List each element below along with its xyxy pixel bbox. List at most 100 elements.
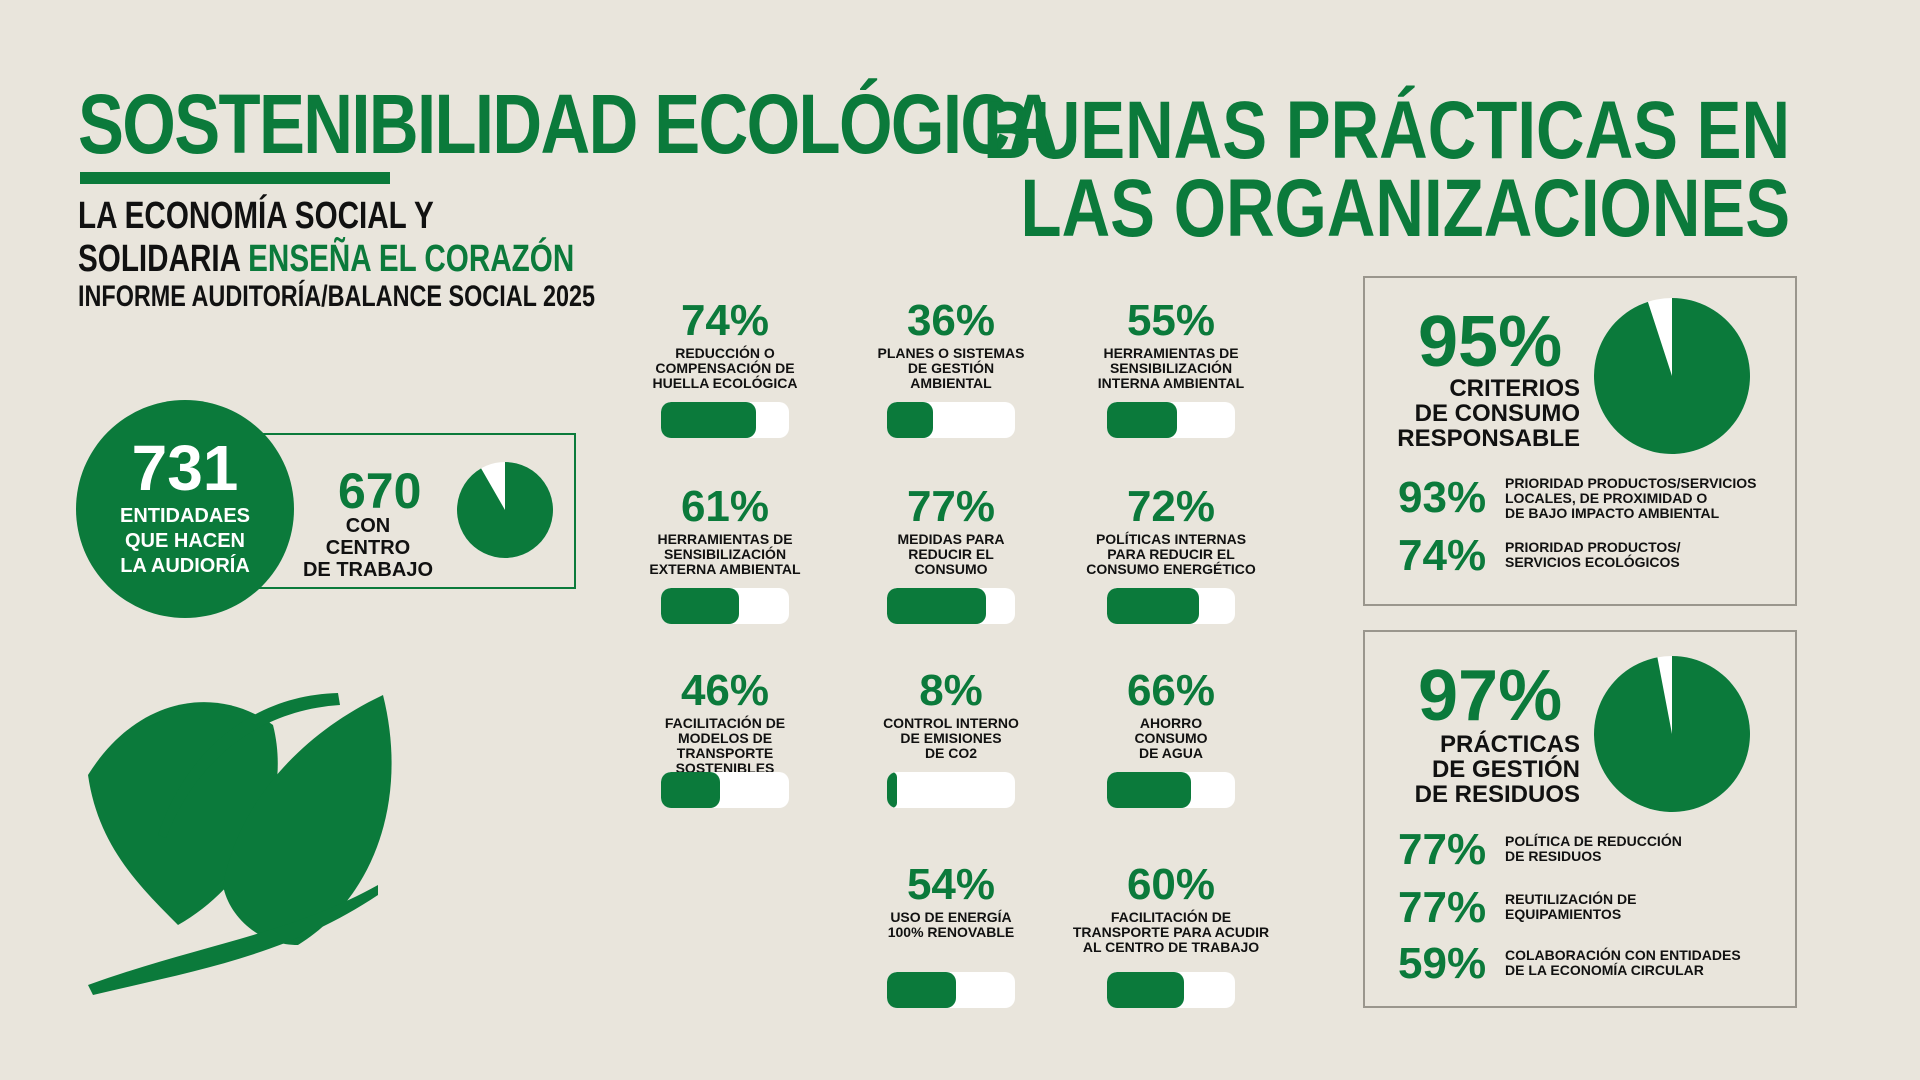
subtitle-line-1: LA ECONOMÍA SOCIAL Y bbox=[78, 195, 434, 237]
residuos-percent: 97% bbox=[1418, 656, 1563, 736]
stat-progress-fill bbox=[887, 402, 934, 438]
stat-progress-bar bbox=[1107, 972, 1235, 1008]
stat-item: 54% USO DE ENERGÍA 100% RENOVABLE bbox=[846, 862, 1056, 940]
row-percent: 77% bbox=[1398, 883, 1487, 932]
row-label: COLABORACIÓN CON ENTIDADES DE LA ECONOMÍA… bbox=[1505, 947, 1741, 978]
stat-label: FACILITACIÓN DE MODELOS DE TRANSPORTE SOSTE… bbox=[664, 715, 786, 776]
stat-progress-bar bbox=[661, 772, 789, 808]
row-percent: 74% bbox=[1398, 531, 1487, 580]
stat-progress-bar bbox=[1107, 402, 1235, 438]
stat-percent: 54% bbox=[906, 860, 996, 909]
consumo-label: CRITERIOS DE CONSUMO RESPONSABLE bbox=[1360, 376, 1580, 451]
stat-progress-fill bbox=[1107, 402, 1178, 438]
stat-label: CONTROL INTERNO DE EMISIONES DE CO2 bbox=[883, 715, 1019, 761]
stat-percent: 72% bbox=[1126, 482, 1216, 531]
row-percent: 59% bbox=[1398, 939, 1487, 988]
residuos-box bbox=[1363, 630, 1797, 1008]
centro-label: CON CENTRO DE TRABAJO bbox=[302, 515, 434, 581]
centro-label-line: DE TRABAJO bbox=[302, 559, 433, 581]
stat-label: REDUCCIÓN O COMPENSACIÓN DE HUELLA ECOLÓGI… bbox=[652, 345, 798, 391]
row-label: PRIORIDAD PRODUCTOS/SERVICIOS ECOLÓGICOS bbox=[1505, 539, 1681, 570]
section-title-line-2: LAS ORGANIZACIONES bbox=[1020, 163, 1790, 254]
stat-progress-fill bbox=[1107, 972, 1184, 1008]
leaf-stem-top bbox=[158, 693, 340, 838]
residuos-label-line: PRÁCTICAS bbox=[1439, 731, 1580, 758]
centro-number: 670 bbox=[338, 463, 422, 519]
pie-slice bbox=[1594, 656, 1750, 812]
page-title: SOSTENIBILIDAD ECOLÓGICA bbox=[78, 77, 1058, 171]
subtitle-line-2: SOLIDARIA ENSEÑA EL CORAZÓN bbox=[78, 238, 574, 281]
stat-item: 55% HERRAMIENTAS DE SENSIBILIZACIÓN INTERNA… bbox=[1066, 298, 1276, 391]
centro-label-line: CON CENTRO bbox=[325, 515, 411, 559]
stat-progress-fill bbox=[661, 772, 720, 808]
stat-percent: 55% bbox=[1126, 296, 1216, 345]
stat-progress-bar bbox=[1107, 588, 1235, 624]
row-label: PRIORIDAD PRODUCTOS/SERVICIOS LOCALES, DE… bbox=[1505, 475, 1757, 521]
residuos-label-line: DE GESTIÓN bbox=[1431, 756, 1580, 783]
leaf-stem bbox=[88, 885, 378, 995]
stat-progress-bar bbox=[887, 402, 1015, 438]
stat-label: USO DE ENERGÍA 100% RENOVABLE bbox=[887, 909, 1015, 940]
stat-progress-fill bbox=[887, 972, 957, 1008]
residuos-label-line: DE RESIDUOS bbox=[1414, 781, 1580, 808]
stat-progress-bar bbox=[1107, 772, 1235, 808]
entidades-label: ENTIDADAES QUE HACEN LA AUDIORÍA bbox=[76, 504, 294, 579]
report-subtitle: INFORME AUDITORÍA/BALANCE SOCIAL 2025 bbox=[78, 280, 596, 313]
row-label: REUTILIZACIÓN DE EQUIPAMIENTOS bbox=[1505, 891, 1637, 922]
section-title-line-1: BUENAS PRÁCTICAS EN bbox=[983, 85, 1790, 176]
subtitle-black: SOLIDARIA bbox=[78, 238, 249, 280]
stat-progress-fill bbox=[1107, 772, 1192, 808]
entidades-label-line: QUE HACEN bbox=[124, 530, 245, 552]
stat-progress-bar bbox=[887, 972, 1015, 1008]
stat-progress-fill bbox=[661, 402, 756, 438]
centro-pie-chart bbox=[457, 462, 553, 558]
title-underline bbox=[80, 172, 390, 184]
stat-progress-bar bbox=[887, 772, 1015, 808]
stat-item: 72% POLÍTICAS INTERNAS PARA REDUCIR EL CONS… bbox=[1066, 484, 1276, 577]
entidades-label-line: LA AUDIORÍA bbox=[120, 555, 250, 577]
consumo-percent: 95% bbox=[1418, 302, 1563, 382]
stat-label: AHORRO CONSUMO DE AGUA bbox=[1134, 715, 1208, 761]
entidades-label-line: ENTIDADAES bbox=[119, 505, 250, 527]
pie-slice bbox=[457, 462, 553, 558]
stat-item: 74% REDUCCIÓN O COMPENSACIÓN DE HUELLA ECOL… bbox=[620, 298, 830, 391]
stat-progress-fill bbox=[1107, 588, 1200, 624]
stat-progress-bar bbox=[887, 588, 1015, 624]
consumo-box bbox=[1363, 276, 1797, 606]
row-label: POLÍTICA DE REDUCCIÓN DE RESIDUOS bbox=[1505, 833, 1682, 864]
stat-item: 60% FACILITACIÓN DE TRANSPORTE PARA ACUDIR… bbox=[1066, 862, 1276, 955]
entidades-circle: 731 ENTIDADAES QUE HACEN LA AUDIORÍA bbox=[76, 400, 294, 618]
stat-percent: 8% bbox=[919, 666, 983, 715]
stat-percent: 77% bbox=[906, 482, 996, 531]
stat-percent: 74% bbox=[680, 296, 770, 345]
consumo-pie-chart bbox=[1594, 298, 1750, 454]
stat-progress-bar bbox=[661, 588, 789, 624]
consumo-label-line: RESPONSABLE bbox=[1397, 425, 1580, 452]
stat-label: MEDIDAS PARA REDUCIR EL CONSUMO bbox=[897, 531, 1005, 577]
stat-label: POLÍTICAS INTERNAS PARA REDUCIR EL CONSUMO… bbox=[1086, 531, 1256, 577]
section-title: BUENAS PRÁCTICAS EN LAS ORGANIZACIONES bbox=[983, 85, 1790, 254]
stat-label: HERRAMIENTAS DE SENSIBILIZACIÓN EXTERNA AM… bbox=[649, 531, 801, 577]
leaves-icon bbox=[88, 693, 392, 995]
stat-label: FACILITACIÓN DE TRANSPORTE PARA ACUDIR AL … bbox=[1072, 909, 1270, 955]
pie-slice bbox=[1594, 298, 1750, 454]
subtitle-green: ENSEÑA EL CORAZÓN bbox=[248, 238, 575, 280]
stat-item: 61% HERRAMIENTAS DE SENSIBILIZACIÓN EXTERNA… bbox=[620, 484, 830, 577]
stat-item: 77% MEDIDAS PARA REDUCIR EL CONSUMO bbox=[846, 484, 1056, 577]
entidades-number: 731 bbox=[131, 432, 239, 504]
row-percent: 77% bbox=[1398, 825, 1487, 874]
stat-item: 8% CONTROL INTERNO DE EMISIONES DE CO2 bbox=[846, 668, 1056, 761]
stat-label: HERRAMIENTAS DE SENSIBILIZACIÓN INTERNA AM… bbox=[1097, 345, 1245, 391]
stat-percent: 60% bbox=[1126, 860, 1216, 909]
stat-percent: 61% bbox=[680, 482, 770, 531]
stat-progress-fill bbox=[887, 772, 898, 808]
row-percent: 93% bbox=[1398, 473, 1487, 522]
stat-percent: 46% bbox=[680, 666, 770, 715]
stat-progress-fill bbox=[887, 588, 986, 624]
stat-percent: 36% bbox=[906, 296, 996, 345]
stat-progress-fill bbox=[661, 588, 740, 624]
residuos-label: PRÁCTICAS DE GESTIÓN DE RESIDUOS bbox=[1360, 732, 1580, 807]
stat-item: 46% FACILITACIÓN DE MODELOS DE TRANSPORTE SO… bbox=[620, 668, 830, 776]
residuos-pie-chart bbox=[1594, 656, 1750, 812]
consumo-label-line: CRITERIOS bbox=[1449, 375, 1580, 402]
